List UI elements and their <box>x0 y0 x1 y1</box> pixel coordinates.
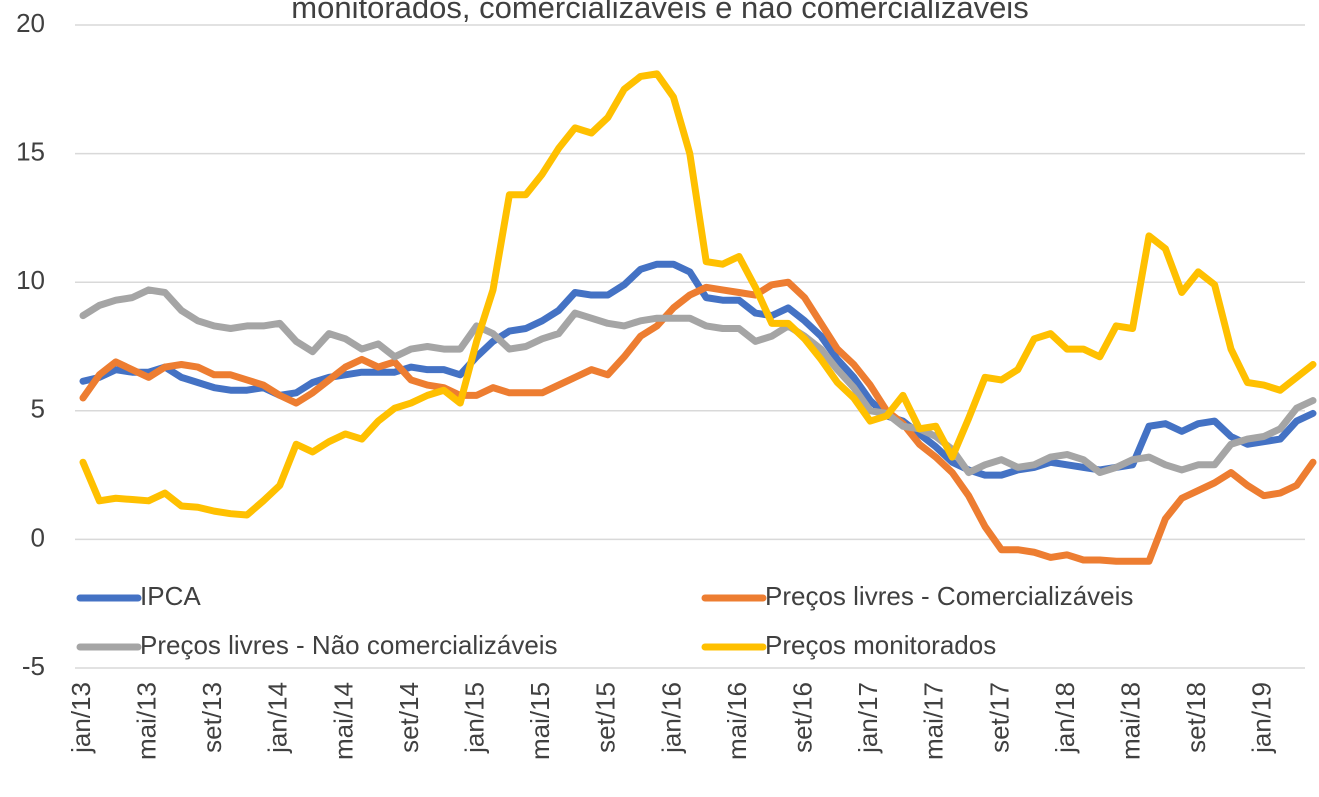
x-tick-label: jan/18 <box>1050 682 1080 754</box>
series-line <box>79 278 1317 565</box>
x-tick-label: mai/17 <box>919 682 949 760</box>
series-line <box>79 260 1317 479</box>
x-tick-label: jan/16 <box>656 682 686 754</box>
y-tick-label: 15 <box>16 136 45 166</box>
x-tick-label: jan/17 <box>853 682 883 754</box>
x-tick-label: set/16 <box>787 682 817 753</box>
series-line <box>79 286 1317 477</box>
legend-label: Preços livres - Comercializáveis <box>765 581 1133 611</box>
x-tick-label: set/13 <box>197 682 227 753</box>
legend-label: Preços monitorados <box>765 630 996 660</box>
chart-title: monitorados, comercializáveis e não come… <box>291 0 1028 25</box>
x-tick-label: jan/19 <box>1247 682 1277 754</box>
x-tick-label: jan/15 <box>459 682 489 754</box>
x-tick-label: set/17 <box>984 682 1014 753</box>
legend-label: IPCA <box>140 581 201 611</box>
x-tick-label: mai/18 <box>1115 682 1145 760</box>
x-tick-label: set/14 <box>394 682 424 753</box>
x-tick-label: set/18 <box>1181 682 1211 753</box>
y-tick-label: 0 <box>31 522 45 552</box>
y-tick-label: 5 <box>31 394 45 424</box>
x-tick-label: jan/14 <box>263 682 293 754</box>
x-tick-label: mai/14 <box>328 682 358 760</box>
x-tick-label: set/15 <box>591 682 621 753</box>
x-tick-label: mai/15 <box>525 682 555 760</box>
series-line <box>79 70 1317 519</box>
x-tick-label: mai/16 <box>722 682 752 760</box>
legend-label: Preços livres - Não comercializáveis <box>140 630 558 660</box>
x-tick-label: mai/13 <box>131 682 161 760</box>
y-tick-label: 20 <box>16 8 45 38</box>
y-tick-label: -5 <box>22 651 45 681</box>
x-tick-label: jan/13 <box>66 682 96 754</box>
y-tick-label: 10 <box>16 265 45 295</box>
